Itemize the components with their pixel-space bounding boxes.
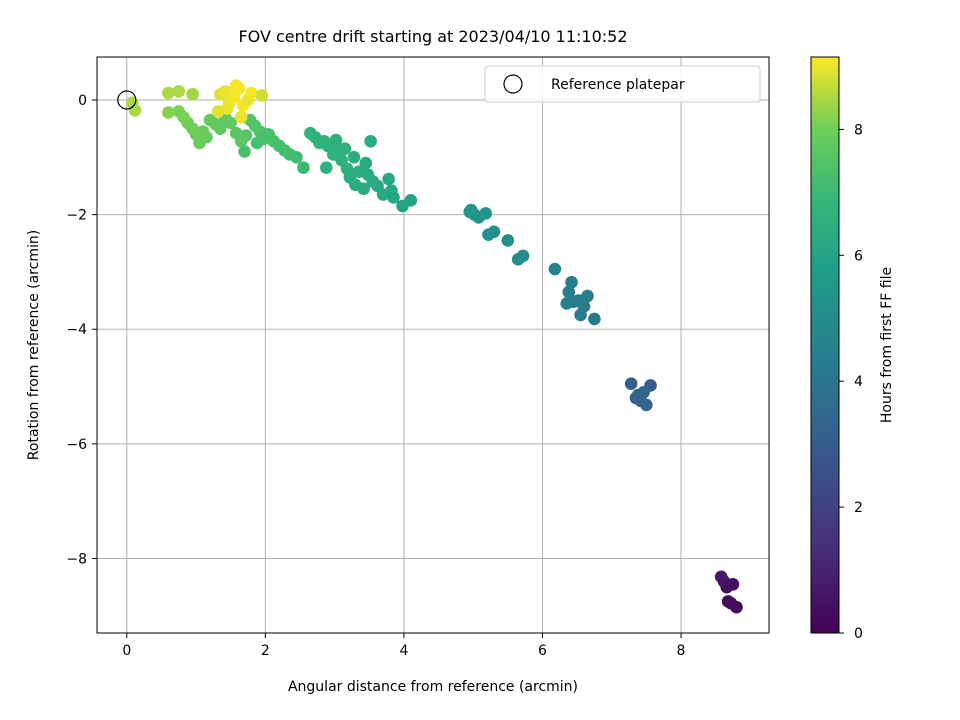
data-point [211,105,225,118]
data-point [297,161,310,174]
reference-platepar-marker [117,90,137,110]
colorbar-label: Hours from first FF file [879,267,895,423]
data-point [128,104,142,117]
data-point [338,142,352,156]
data-point [347,150,361,164]
data-point [250,136,264,150]
data-point [511,253,525,266]
data-point [364,134,377,148]
x-tick-label: 6 [538,643,547,659]
data-point [203,113,217,127]
grid-lines [97,57,769,633]
colorbar-tick-label: 8 [854,122,863,138]
colorbar-tick-label: 0 [854,626,863,642]
chart-title: FOV centre drift starting at 2023/04/10 … [238,27,627,46]
data-point [172,105,186,118]
data-point [255,89,269,102]
data-point [218,85,232,98]
data-point [229,79,243,92]
data-point [162,106,175,119]
data-point [637,385,650,399]
x-tick-label: 8 [677,643,686,659]
x-axis-ticks: 0 2 4 6 8 [122,633,685,659]
legend-label-reference: Reference platepar [551,77,685,93]
data-point [720,580,734,594]
data-point [560,297,574,310]
data-point [320,161,333,174]
data-point [482,228,495,241]
legend-box [484,65,761,103]
y-axis-label: Rotation from reference (arcmin) [26,230,42,460]
y-tick-label: −4 [66,322,87,338]
y-tick-label: −8 [66,551,87,567]
data-point [162,86,175,100]
colorbar-tick-label: 2 [854,500,863,516]
legend-marker-reference [503,74,523,94]
colorbar-ticks: 0 2 4 6 8 [839,122,863,642]
y-tick-label: −2 [66,208,87,224]
data-point [565,275,578,289]
legend: Reference platepar [484,65,761,103]
data-point [572,294,585,307]
data-point [172,85,186,98]
data-point [245,86,258,100]
x-axis-label: Angular distance from reference (arcmin) [288,679,578,695]
data-point [624,377,638,390]
x-tick-label: 0 [122,643,131,659]
x-tick-label: 2 [261,643,270,659]
data-point [463,205,477,219]
data-point [548,262,562,276]
data-point [382,172,395,186]
data-point [721,595,735,608]
y-tick-label: 0 [78,93,87,109]
data-point [359,156,373,170]
data-point [562,285,576,299]
colorbar-gradient [810,56,840,634]
plot-frame [96,56,770,634]
y-axis-ticks: 0 −2 −4 −6 −8 [66,93,97,567]
colorbar-tick-label: 6 [854,248,863,264]
data-point [501,234,515,247]
data-points [117,79,743,614]
data-point [352,165,366,178]
data-point [186,87,199,101]
data-point [304,126,317,140]
data-point [260,128,274,141]
data-point [714,570,728,584]
data-point [396,199,409,213]
colorbar: 0 2 4 6 8 Hours from first FF file [810,56,895,642]
colorbar-tick-label: 4 [854,374,863,390]
data-point [238,145,251,158]
data-point [234,110,248,124]
data-point [329,133,343,147]
data-point [588,312,601,326]
x-tick-label: 4 [399,643,408,659]
data-point [640,398,653,412]
y-tick-label: −6 [66,437,87,453]
data-point [229,126,243,140]
